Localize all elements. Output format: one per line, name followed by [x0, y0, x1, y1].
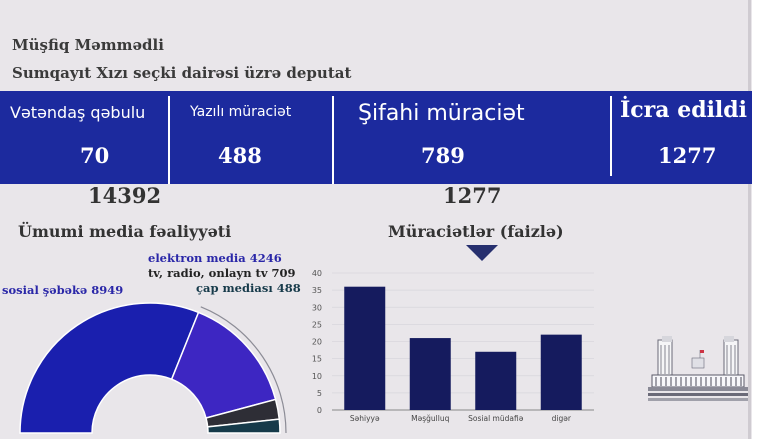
bar-category-label: digər — [552, 414, 572, 423]
total-left: 14392 — [88, 183, 162, 208]
stat-value-written: 488 — [218, 143, 262, 168]
bar-category-label: Məşğulluq — [411, 414, 449, 423]
bar-y-tick: 30 — [312, 303, 322, 312]
bar-y-tick: 40 — [312, 269, 322, 278]
bar-category-label: Səhiyyə — [350, 414, 380, 423]
bar-y-tick: 10 — [312, 372, 322, 381]
stat-value-reception: 70 — [80, 143, 110, 168]
deputy-role: Sumqayıt Xızı seçki dairəsi üzrə deputat — [12, 64, 352, 82]
stat-label-reception: Vətəndaş qəbulu — [10, 103, 146, 122]
appeals-bar-chart: 0 5 10 15 20 25 30 35 40 Səhiyyə Məşğulluq Sosial m… — [312, 269, 594, 423]
bar-y-tick: 15 — [312, 355, 322, 364]
label-tv-radio: tv, radio, onlayn tv 709 — [148, 266, 296, 280]
bar-y-tick: 0 — [317, 406, 322, 415]
pointer-triangle-icon — [466, 245, 498, 261]
label-print-media: çap mediası 488 — [196, 281, 301, 295]
bar-y-tick: 35 — [312, 286, 322, 295]
appeals-section-title: Müraciətlər (faizlə) — [388, 222, 564, 241]
total-right: 1277 — [443, 183, 502, 208]
bar-y-tick: 5 — [317, 389, 322, 398]
stat-label-written: Yazılı müraciət — [190, 104, 292, 120]
bar-0 — [344, 286, 386, 410]
right-divider — [748, 0, 751, 439]
media-donut-chart — [19, 302, 287, 434]
stats-band — [0, 91, 752, 184]
bar-y-tick: 20 — [312, 338, 322, 347]
parliament-building-icon — [648, 336, 748, 401]
stats-divider — [610, 96, 612, 176]
donut-slice-0 — [19, 302, 200, 434]
donut-guide-arc — [200, 306, 287, 434]
bar-3 — [540, 334, 582, 410]
right-frame — [752, 0, 757, 439]
donut-slice-3 — [206, 418, 281, 434]
label-electronic-media: elektron media 4246 — [148, 251, 282, 265]
deputy-name: Müşfiq Məmmədli — [12, 36, 164, 54]
stats-divider — [168, 96, 170, 184]
label-social-network: sosial şəbəkə 8949 — [2, 283, 124, 297]
stat-label-executed: İcra edildi — [620, 97, 748, 123]
stat-value-executed: 1277 — [658, 143, 717, 168]
bar-2 — [475, 351, 517, 410]
stat-label-oral: Şifahi müraciət — [358, 101, 525, 126]
bar-y-tick: 25 — [312, 320, 322, 329]
bar-category-label: Sosial müdafiə — [468, 414, 524, 423]
bar-1 — [409, 338, 451, 410]
stats-divider — [332, 96, 334, 184]
media-section-title: Ümumi media fəaliyyəti — [18, 222, 232, 241]
stat-value-oral: 789 — [421, 143, 465, 168]
